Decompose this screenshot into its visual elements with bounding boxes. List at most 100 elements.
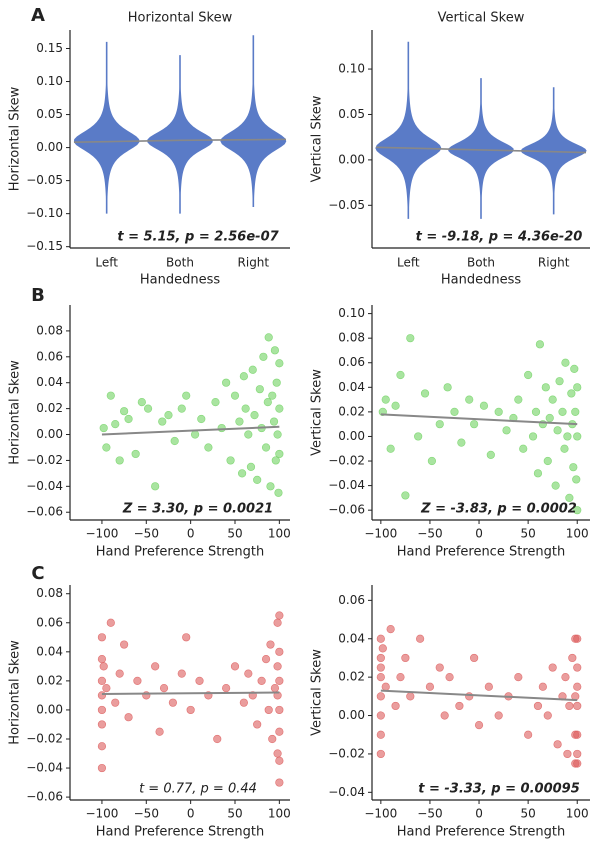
point bbox=[257, 676, 266, 685]
x-tick-label: 50 bbox=[520, 527, 535, 541]
fit-line bbox=[101, 425, 280, 436]
point bbox=[435, 663, 444, 672]
point bbox=[106, 618, 115, 627]
y-tick-label: 0.10 bbox=[338, 306, 365, 320]
y-tick-label: 0.05 bbox=[338, 107, 365, 121]
point bbox=[416, 634, 425, 643]
point bbox=[182, 391, 191, 400]
y-tick-label: 0.00 bbox=[36, 140, 63, 154]
point bbox=[264, 333, 273, 342]
y-tick-label: 0.06 bbox=[36, 349, 63, 363]
point bbox=[275, 359, 284, 368]
point bbox=[155, 727, 164, 736]
x-tick-label: 100 bbox=[268, 527, 291, 541]
point bbox=[248, 365, 257, 374]
point bbox=[543, 711, 552, 720]
point bbox=[170, 436, 179, 446]
x-tick-label: Right bbox=[538, 256, 570, 270]
point bbox=[197, 414, 206, 424]
y-tick-label: −0.02 bbox=[328, 746, 365, 760]
point bbox=[273, 749, 282, 758]
x-tick-label: Left bbox=[95, 256, 118, 270]
point bbox=[445, 673, 454, 682]
point bbox=[270, 684, 280, 693]
point bbox=[420, 389, 430, 398]
panel-label: C bbox=[31, 563, 44, 584]
x-tick-label: −100 bbox=[85, 807, 118, 821]
point bbox=[573, 383, 582, 392]
point bbox=[263, 398, 272, 407]
y-tick-label: −0.04 bbox=[328, 478, 365, 492]
point bbox=[573, 506, 582, 515]
y-axis-label: Vertical Skew bbox=[310, 369, 325, 456]
x-tick-label: 0 bbox=[187, 807, 195, 821]
y-tick-label: 0.04 bbox=[36, 644, 63, 658]
point bbox=[269, 417, 279, 426]
y-tick-label: 0.08 bbox=[36, 323, 63, 337]
point bbox=[401, 653, 410, 663]
point bbox=[275, 449, 284, 459]
point bbox=[97, 676, 107, 685]
point bbox=[376, 711, 385, 720]
annotation: t = 5.15, p = 2.56e-07 bbox=[117, 230, 279, 245]
point bbox=[573, 701, 582, 711]
point bbox=[222, 684, 231, 693]
point bbox=[131, 449, 140, 459]
y-axis-label: Vertical Skew bbox=[310, 649, 325, 736]
point bbox=[255, 385, 264, 394]
point bbox=[244, 430, 253, 439]
point bbox=[573, 432, 582, 441]
point bbox=[264, 705, 273, 715]
point bbox=[239, 372, 248, 381]
point bbox=[570, 364, 579, 373]
point bbox=[217, 423, 226, 433]
point bbox=[465, 395, 474, 404]
point bbox=[111, 698, 120, 707]
fit-line bbox=[380, 413, 578, 426]
point bbox=[275, 676, 284, 685]
point bbox=[275, 756, 284, 765]
x-tick-label: Left bbox=[397, 256, 420, 270]
point bbox=[250, 410, 259, 420]
panel-label: B bbox=[31, 285, 45, 306]
point bbox=[273, 430, 282, 439]
point bbox=[222, 378, 231, 387]
y-tick-label: 0.10 bbox=[36, 74, 63, 88]
y-tick-label: 0.06 bbox=[338, 355, 365, 369]
fit-line bbox=[380, 689, 578, 702]
x-tick-label: −50 bbox=[417, 807, 442, 821]
point bbox=[573, 634, 582, 643]
point bbox=[406, 334, 415, 343]
point bbox=[565, 701, 574, 711]
y-tick-label: 0.00 bbox=[338, 152, 365, 166]
violin bbox=[73, 41, 140, 214]
point bbox=[558, 407, 567, 416]
point bbox=[253, 720, 262, 729]
point bbox=[563, 749, 572, 759]
point bbox=[406, 692, 415, 701]
x-tick-label: −50 bbox=[417, 527, 442, 541]
point bbox=[376, 749, 385, 759]
y-tick-label: −0.02 bbox=[26, 453, 63, 467]
point bbox=[560, 444, 569, 453]
panel-label: A bbox=[31, 5, 45, 26]
point bbox=[273, 618, 282, 627]
x-tick-label: Both bbox=[467, 256, 495, 270]
x-tick-label: 100 bbox=[566, 527, 589, 541]
point bbox=[396, 673, 405, 682]
point bbox=[239, 698, 248, 707]
point bbox=[391, 701, 400, 711]
y-tick-label: 0.05 bbox=[36, 107, 63, 121]
point bbox=[275, 705, 284, 715]
point bbox=[261, 443, 271, 452]
x-tick-label: 100 bbox=[268, 807, 291, 821]
point bbox=[272, 378, 281, 387]
point bbox=[143, 404, 153, 413]
point bbox=[567, 389, 576, 398]
point bbox=[275, 778, 284, 787]
y-tick-label: −0.06 bbox=[26, 790, 63, 804]
y-tick-label: 0.02 bbox=[338, 670, 365, 684]
point bbox=[571, 407, 580, 416]
point bbox=[124, 414, 133, 424]
